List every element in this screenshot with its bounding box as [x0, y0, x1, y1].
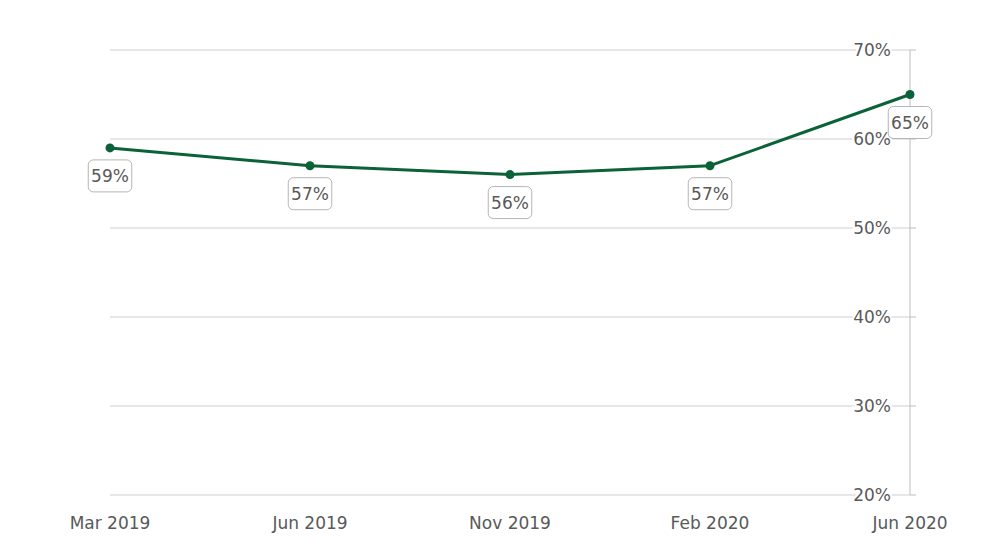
y-tick-labels: 20% 30% 40% 50% 60% 70% [853, 40, 891, 505]
chart: 20% 30% 40% 50% 60% 70% Mar 2019 Jun 2019 Nov 20… [0, 0, 1000, 548]
point [706, 161, 715, 170]
point [506, 170, 515, 179]
grid-line [110, 495, 910, 496]
tick-mark [910, 50, 916, 51]
tick-mark [910, 228, 916, 229]
x-tick-label: Feb 2020 [671, 513, 750, 533]
grid-line [110, 228, 910, 229]
data-label-box [88, 160, 132, 192]
data-label-box [488, 187, 532, 219]
data-label: 57% [291, 184, 329, 204]
x-tick-label: Mar 2019 [70, 513, 151, 533]
y-tick-label: 70% [853, 40, 891, 60]
tick-mark [910, 406, 916, 407]
data-label: 65% [891, 113, 929, 133]
data-label: 59% [91, 166, 129, 186]
data-labels: 59% 57% 56% 57% 65% [88, 107, 932, 219]
x-tick-labels: Mar 2019 Jun 2019 Nov 2019 Feb 2020 Jun 2020 [70, 513, 948, 533]
data-label-box [888, 107, 932, 139]
y-tick-label: 60% [853, 129, 891, 149]
point [306, 161, 315, 170]
point [906, 90, 915, 99]
data-label-box [288, 178, 332, 210]
tick-mark [910, 317, 916, 318]
grid-line [110, 50, 910, 51]
data-label: 57% [691, 184, 729, 204]
grid-line [110, 317, 910, 318]
y-tick-label: 30% [853, 396, 891, 416]
y-tick-label: 40% [853, 307, 891, 327]
tick-mark [910, 495, 916, 496]
y-tick-label: 20% [853, 485, 891, 505]
x-tick-label: Nov 2019 [469, 513, 551, 533]
line [110, 95, 910, 175]
series [106, 90, 915, 179]
y-tick-label: 50% [853, 218, 891, 238]
x-tick-label: Jun 2020 [871, 513, 947, 533]
grid [110, 50, 916, 495]
page: {"chart_data": { "type": "line", "catego… [0, 0, 1000, 548]
data-label: 56% [491, 193, 529, 213]
point [106, 143, 115, 152]
x-tick-label: Jun 2019 [271, 513, 347, 533]
grid-line [110, 406, 910, 407]
data-label-box [688, 178, 732, 210]
